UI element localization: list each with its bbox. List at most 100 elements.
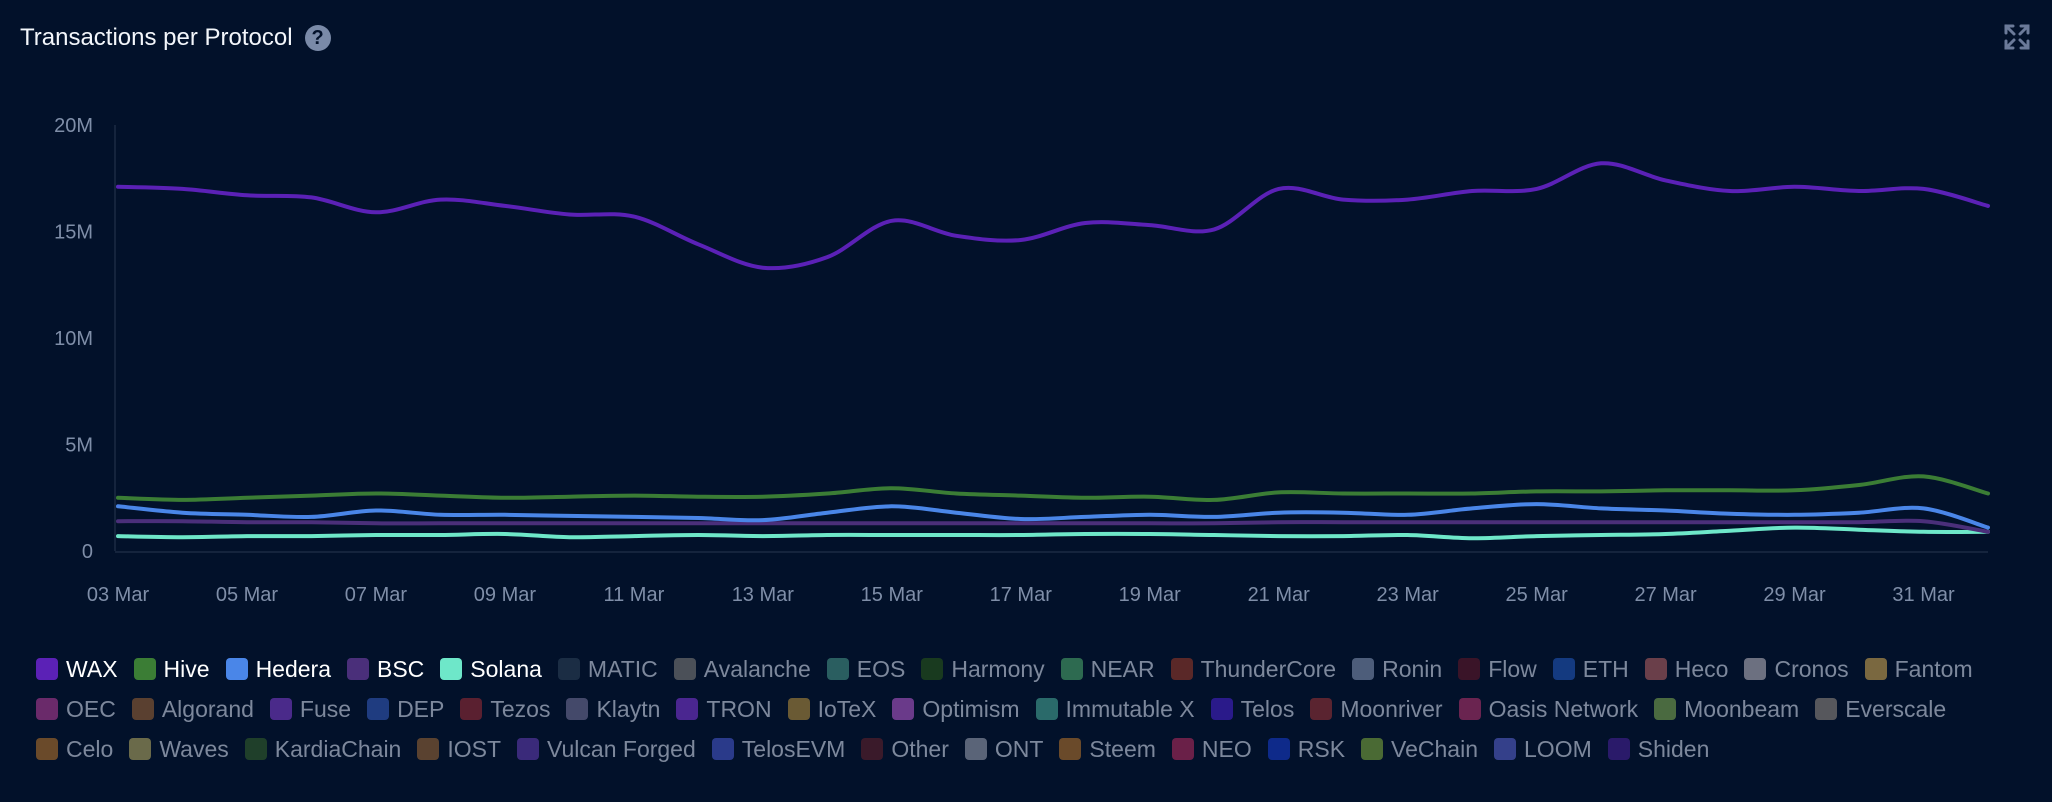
- legend-swatch: [367, 698, 390, 720]
- legend-item-neo[interactable]: NEO: [1171, 734, 1252, 764]
- legend-label: MATIC: [587, 655, 658, 682]
- legend-item-steem[interactable]: Steem: [1059, 734, 1156, 764]
- expand-arrows-icon[interactable]: [2002, 22, 2032, 52]
- legend-item-iost[interactable]: IOST: [417, 734, 501, 764]
- legend-item-celo[interactable]: Celo: [36, 734, 113, 764]
- legend-swatch: [861, 738, 884, 760]
- legend-swatch: [964, 738, 987, 760]
- legend-item-rsk[interactable]: RSK: [1267, 734, 1345, 764]
- x-tick-label: 03 Mar: [87, 584, 150, 606]
- legend-label: Fuse: [299, 695, 352, 722]
- legend-swatch: [417, 738, 440, 760]
- chart-legend: WAX Hive Hedera BSC Solana MATIC Avalanche EOS H…: [36, 654, 2036, 764]
- legend-swatch: [1210, 698, 1233, 720]
- legend-item-bsc[interactable]: BSC: [347, 654, 424, 684]
- legend-item-iotex[interactable]: IoTeX: [787, 694, 876, 724]
- legend-label: Solana: [470, 655, 542, 682]
- legend-item-near[interactable]: NEAR: [1060, 654, 1155, 684]
- legend-label: Flow: [1488, 655, 1537, 682]
- legend-item-thundercore[interactable]: ThunderCore: [1170, 654, 1336, 684]
- legend-item-loom[interactable]: LOOM: [1494, 734, 1592, 764]
- legend-item-tron[interactable]: TRON: [676, 694, 772, 724]
- legend-swatch: [440, 658, 463, 680]
- legend-item-hive[interactable]: Hive: [133, 654, 210, 684]
- legend-swatch: [676, 698, 699, 720]
- legend-swatch: [131, 698, 154, 720]
- x-tick-label: 31 Mar: [1892, 584, 1955, 606]
- legend-swatch: [826, 658, 849, 680]
- legend-item-kardiachain[interactable]: KardiaChain: [244, 734, 401, 764]
- legend-label: Moonriver: [1340, 695, 1443, 722]
- legend-item-other[interactable]: Other: [861, 734, 949, 764]
- legend-item-matic[interactable]: MATIC: [557, 654, 658, 684]
- legend-label: Waves: [159, 735, 229, 762]
- legend-swatch: [1458, 658, 1481, 680]
- legend-item-dep[interactable]: DEP: [367, 694, 444, 724]
- legend-label: OEC: [66, 695, 116, 722]
- x-tick-label: 25 Mar: [1505, 584, 1568, 606]
- legend-label: Shiden: [1637, 735, 1710, 762]
- legend-label: IOST: [447, 735, 502, 762]
- legend-swatch: [566, 698, 589, 720]
- legend-item-tezos[interactable]: Tezos: [460, 694, 550, 724]
- chart-title: Transactions per Protocol: [20, 24, 293, 51]
- legend-label: Immutable X: [1065, 695, 1195, 722]
- legend-label: TRON: [706, 695, 772, 722]
- legend-swatch: [36, 658, 58, 680]
- legend-label: Cronos: [1774, 655, 1849, 682]
- line-chart: 0 5M 10M 15M 20M 03 Mar 05 Mar 07 Mar 09 Mar 11 M…: [54, 115, 1990, 606]
- y-tick-label: 10M: [54, 328, 93, 350]
- legend-item-fantom[interactable]: Fantom: [1864, 654, 1973, 684]
- legend-item-ronin[interactable]: Ronin: [1352, 654, 1442, 684]
- legend-item-telosevm[interactable]: TelosEVM: [711, 734, 846, 764]
- legend-swatch: [1494, 738, 1517, 760]
- legend-label: TelosEVM: [741, 735, 846, 762]
- legend-swatch: [1310, 698, 1333, 720]
- legend-item-hedera[interactable]: Hedera: [225, 654, 331, 684]
- x-tick-label: 05 Mar: [216, 584, 279, 606]
- legend-item-avalanche[interactable]: Avalanche: [673, 654, 811, 684]
- legend-item-vechain[interactable]: VeChain: [1361, 734, 1478, 764]
- legend-swatch: [36, 698, 58, 720]
- legend-item-heco[interactable]: Heco: [1644, 654, 1728, 684]
- legend-item-fuse[interactable]: Fuse: [269, 694, 352, 724]
- legend-item-oasis-network[interactable]: Oasis Network: [1458, 694, 1638, 724]
- legend-label: LOOM: [1524, 735, 1592, 762]
- legend-label: BSC: [377, 655, 425, 682]
- legend-item-solana[interactable]: Solana: [440, 654, 542, 684]
- legend-item-eth[interactable]: ETH: [1552, 654, 1629, 684]
- question-circle-icon[interactable]: ?: [304, 25, 331, 51]
- legend-label: Harmony: [951, 655, 1045, 682]
- legend-item-algorand[interactable]: Algorand: [131, 694, 254, 724]
- legend-item-ont[interactable]: ONT: [964, 734, 1043, 764]
- legend-item-moonriver[interactable]: Moonriver: [1310, 694, 1443, 724]
- legend-item-everscale[interactable]: Everscale: [1815, 694, 1946, 724]
- legend-label: Moonbeam: [1684, 695, 1800, 722]
- series-line-bsc: [116, 518, 1990, 534]
- legend-label: Tezos: [490, 695, 551, 722]
- legend-item-moonbeam[interactable]: Moonbeam: [1654, 694, 1799, 724]
- legend-label: WAX: [66, 655, 118, 682]
- legend-label: Hive: [163, 655, 210, 682]
- legend-item-flow[interactable]: Flow: [1458, 654, 1537, 684]
- x-tick-label: 11 Mar: [603, 584, 664, 606]
- legend-item-eos[interactable]: EOS: [826, 654, 905, 684]
- legend-label: NEO: [1201, 735, 1252, 762]
- legend-item-oec[interactable]: OEC: [36, 694, 116, 724]
- legend-item-harmony[interactable]: Harmony: [921, 654, 1045, 684]
- legend-swatch: [133, 658, 156, 680]
- legend-label: Celo: [66, 735, 114, 762]
- legend-item-klaytn[interactable]: Klaytn: [566, 694, 660, 724]
- legend-swatch: [1035, 698, 1058, 720]
- legend-item-vulcan-forged[interactable]: Vulcan Forged: [517, 734, 696, 764]
- legend-item-cronos[interactable]: Cronos: [1744, 654, 1849, 684]
- chart-header: Transactions per Protocol ?: [20, 18, 331, 58]
- legend-item-optimism[interactable]: Optimism: [892, 694, 1020, 724]
- legend-item-waves[interactable]: Waves: [129, 734, 229, 764]
- legend-item-immutable-x[interactable]: Immutable X: [1035, 694, 1195, 724]
- legend-item-telos[interactable]: Telos: [1210, 694, 1294, 724]
- legend-item-shiden[interactable]: Shiden: [1607, 734, 1710, 764]
- legend-swatch: [1170, 658, 1193, 680]
- legend-item-wax[interactable]: WAX: [36, 654, 118, 684]
- legend-label: Everscale: [1845, 695, 1947, 722]
